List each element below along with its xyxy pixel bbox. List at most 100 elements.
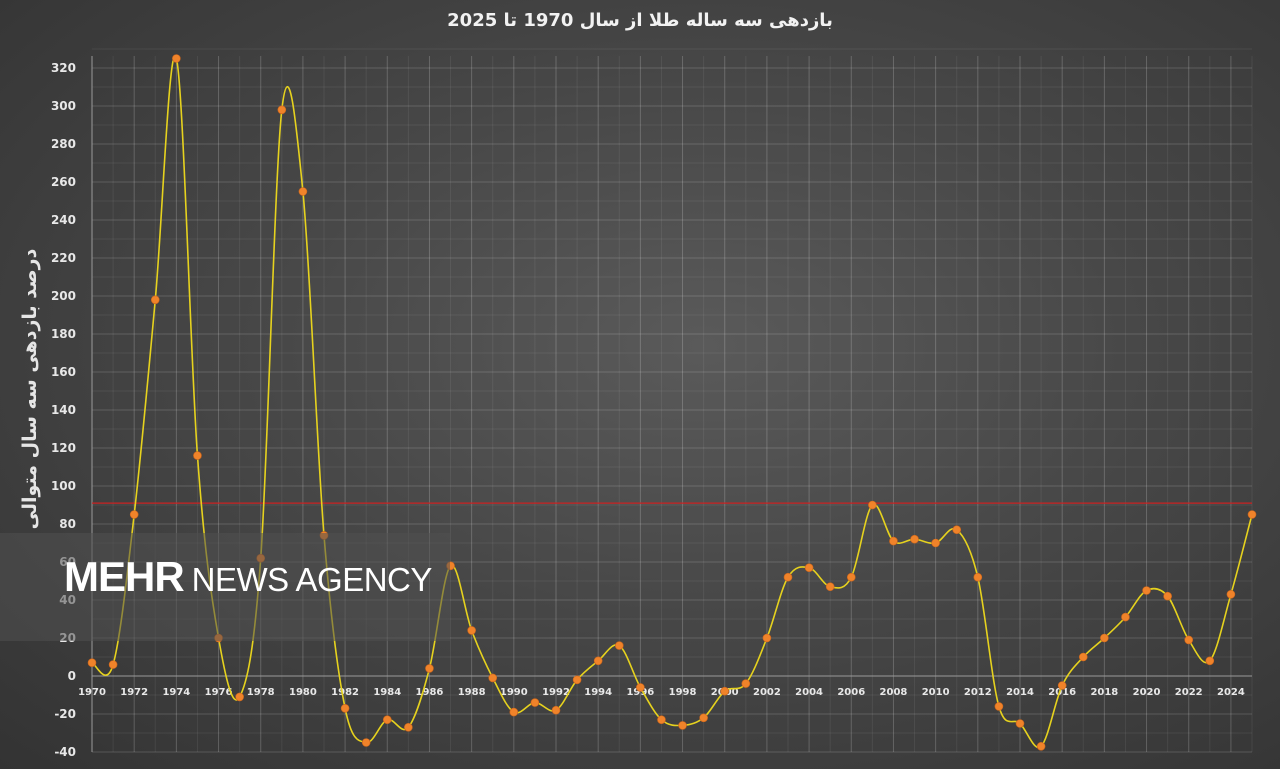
x-tick-label: 1984 xyxy=(373,687,401,698)
data-point-1998 xyxy=(678,721,687,730)
y-tick-label: 120 xyxy=(51,441,76,455)
data-point-2013 xyxy=(994,702,1004,711)
data-point-2007 xyxy=(868,500,877,510)
data-point-1980 xyxy=(298,187,308,196)
x-tick-label: 1976 xyxy=(205,687,233,698)
x-tick-label: 2008 xyxy=(880,687,908,698)
series-path xyxy=(91,55,1253,749)
y-tick-label: 320 xyxy=(51,61,76,75)
watermark-rest: NEWS AGENCY xyxy=(191,561,433,598)
x-tick-labels: 1970 1972 1974 1976 1978 1980 1982 1984 1986 1988… xyxy=(78,687,1245,698)
data-point-2006 xyxy=(846,572,856,582)
x-tick-label: 1994 xyxy=(584,687,612,698)
y-tick-label: 180 xyxy=(51,327,76,341)
x-tick-label: 2016 xyxy=(1048,687,1076,698)
data-point-1973 xyxy=(150,295,160,305)
data-point-2001 xyxy=(741,679,751,688)
data-point-2004 xyxy=(804,563,814,573)
y-tick-label: 80 xyxy=(59,517,76,531)
data-point-2012 xyxy=(973,572,983,582)
data-point-1999 xyxy=(699,713,708,723)
data-point-2024 xyxy=(1226,589,1236,599)
data-point-2010 xyxy=(931,538,940,548)
data-point-2025 xyxy=(1247,510,1257,519)
data-point-2017 xyxy=(1078,652,1088,662)
x-tick-label: 2012 xyxy=(964,687,992,698)
x-tick-label: 2018 xyxy=(1090,687,1118,698)
data-point-1989 xyxy=(488,673,498,683)
data-point-1988 xyxy=(467,626,476,635)
x-tick-label: 1970 xyxy=(78,687,106,698)
x-tick-label: 1982 xyxy=(331,687,359,698)
x-tick-label: 1986 xyxy=(416,687,444,698)
x-tick-label: 1974 xyxy=(162,687,190,698)
data-point-2020 xyxy=(1142,586,1151,595)
data-point-2003 xyxy=(783,572,793,582)
major-grid xyxy=(91,56,1252,753)
y-tick-labels: -40-200204060801001201401601802002202402… xyxy=(51,61,76,759)
x-tick-label: 1978 xyxy=(247,687,275,698)
x-tick-label: 2004 xyxy=(795,687,823,698)
data-point-2000 xyxy=(720,686,730,696)
x-tick-label: 1972 xyxy=(120,687,148,698)
data-point-1979 xyxy=(277,105,287,115)
series-line xyxy=(91,55,1253,749)
y-tick-label: 240 xyxy=(51,213,76,227)
y-tick-label: -40 xyxy=(54,745,76,759)
data-point-1984 xyxy=(382,715,392,725)
data-point-2023 xyxy=(1205,656,1215,666)
watermark-band xyxy=(0,533,450,641)
x-tick-label: 1996 xyxy=(626,687,654,698)
data-point-1971 xyxy=(108,660,118,669)
x-tick-label: 1988 xyxy=(458,687,486,698)
x-tick-label: 2022 xyxy=(1175,687,1203,698)
data-point-2002 xyxy=(762,633,772,643)
data-point-2015 xyxy=(1036,741,1046,751)
y-tick-label: 160 xyxy=(51,365,76,379)
data-point-1985 xyxy=(404,722,413,732)
x-tick-label: 1998 xyxy=(669,687,697,698)
x-tick-label: 2020 xyxy=(1133,687,1161,698)
data-point-1991 xyxy=(530,698,540,707)
y-tick-label: 140 xyxy=(51,403,76,417)
data-point-2008 xyxy=(889,536,898,546)
y-tick-label: 300 xyxy=(51,99,76,113)
y-axis-label: درصد بازدهی سه سال متوالی xyxy=(19,248,41,530)
minor-grid xyxy=(91,48,1253,752)
data-point-1975 xyxy=(193,451,202,460)
x-tick-label: 2002 xyxy=(753,687,781,698)
data-point-1982 xyxy=(340,703,350,713)
x-tick-label: 1980 xyxy=(289,687,317,698)
x-tick-label: 1990 xyxy=(500,687,528,698)
data-point-2005 xyxy=(825,582,835,592)
data-point-1970 xyxy=(87,658,97,668)
data-point-1972 xyxy=(129,510,139,519)
y-tick-label: 260 xyxy=(51,175,76,189)
y-tick-label: 100 xyxy=(51,479,76,493)
data-point-1983 xyxy=(361,738,371,747)
x-tick-label: 2006 xyxy=(837,687,865,698)
y-tick-label: 0 xyxy=(68,669,76,683)
watermark-logo: MEHR NEWS AGENCY xyxy=(64,553,432,601)
data-point-1994 xyxy=(593,656,603,666)
y-tick-label: -20 xyxy=(54,707,76,721)
data-point-2021 xyxy=(1163,591,1172,601)
watermark-brand: MEHR xyxy=(64,553,185,600)
data-point-2019 xyxy=(1121,612,1130,622)
x-tick-label: 2024 xyxy=(1217,687,1245,698)
y-tick-label: 280 xyxy=(51,137,76,151)
data-point-1997 xyxy=(657,715,666,725)
data-point-1974 xyxy=(172,54,181,63)
x-tick-label: 2010 xyxy=(922,687,950,698)
data-point-2014 xyxy=(1015,719,1025,728)
data-point-2016 xyxy=(1057,681,1067,690)
data-point-1986 xyxy=(425,664,434,673)
data-point-2011 xyxy=(952,525,962,535)
axes xyxy=(91,56,1252,752)
data-point-2022 xyxy=(1184,635,1194,645)
data-point-1990 xyxy=(509,707,519,717)
chart-title: بازدهی سه ساله طلا از سال 1970 تا 2025 xyxy=(447,10,833,31)
y-tick-label: 220 xyxy=(51,251,76,265)
x-tick-label: 1992 xyxy=(542,687,570,698)
